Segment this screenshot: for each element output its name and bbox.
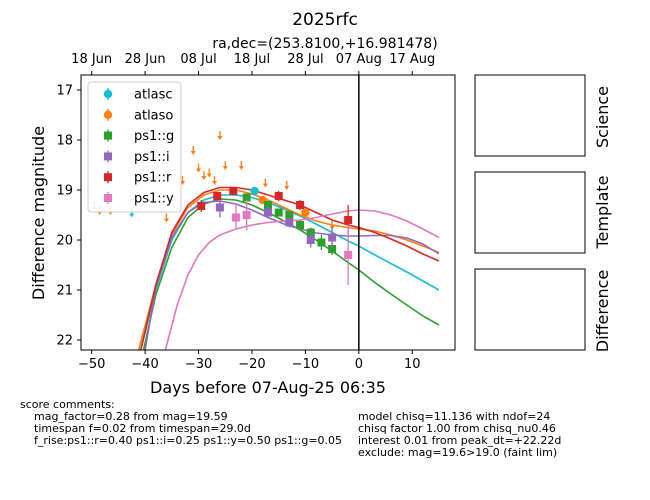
x-tick-label: −20: [238, 357, 265, 372]
x-tick-label: −50: [78, 357, 105, 372]
difference-label: Difference: [593, 270, 612, 352]
score-comment-right-4: exclude: mag=19.6>19.0 (faint lim): [358, 446, 558, 459]
science-label: Science: [593, 86, 612, 148]
model-curve-ps1-r: [140, 186, 440, 350]
data-point-ps1-y: [242, 211, 251, 219]
data-point-ps1-i: [215, 203, 224, 212]
data-point-ps1-i: [264, 208, 272, 217]
data-point-atlaso: [301, 208, 310, 217]
top-x-tick-label: 28 Jun: [125, 52, 166, 67]
top-x-tick-label: 07 Aug: [336, 52, 382, 67]
legend-label: atlasc: [134, 88, 173, 103]
upper-limit-arrow: [238, 166, 244, 170]
top-x-tick-label: 18 Jun: [71, 52, 112, 67]
upper-limit-arrow: [217, 136, 223, 140]
data-point-ps1-i: [285, 218, 294, 227]
data-point-ps1-r: [296, 201, 305, 209]
template-label: Template: [593, 175, 612, 249]
upper-limit-arrow: [196, 168, 202, 173]
top-x-tick-label: 17 Aug: [389, 52, 435, 67]
upper-limit-arrow: [163, 218, 169, 223]
upper-limit-arrow: [206, 173, 212, 178]
y-tick-label: 19: [56, 184, 73, 199]
upper-limit-arrow: [262, 183, 268, 188]
x-tick-label: 10: [404, 357, 421, 372]
figure-title: 2025rfc: [292, 10, 358, 30]
top-x-tick-label: 18 Jul: [234, 52, 270, 67]
data-point-ps1-g: [242, 193, 251, 202]
legend-marker-atlaso: [103, 110, 113, 120]
x-tick-label: −10: [292, 357, 319, 372]
data-point-ps1-r: [213, 192, 222, 200]
score-comment-right-2: chisq factor 1.00 from chisq_nu0.46: [358, 422, 556, 435]
data-point-ps1-g: [296, 221, 305, 229]
difference-panel: Difference: [474, 268, 612, 352]
data-point-ps1-r: [229, 187, 238, 195]
legend-marker-ps1-i: [104, 152, 112, 161]
legend-marker-ps1-g: [104, 131, 112, 140]
legend-label: ps1::g: [134, 129, 174, 144]
legend-label: ps1::i: [134, 150, 170, 165]
score-comment-left-2: timespan f=0.02 from timespan=29.0d: [34, 422, 251, 435]
x-tick-label: −40: [131, 357, 158, 372]
legend-label: ps1::y: [134, 192, 174, 207]
score-comments-header: score comments:: [20, 398, 115, 411]
legend-marker-ps1-r: [104, 173, 112, 182]
data-point-ps1-r: [197, 202, 206, 210]
plot-area: −50 −40 −30 −20 −10 0 10 18 Jun 28 Jun 08 Jul 18 J…: [56, 52, 456, 372]
plot-content: [91, 75, 440, 350]
top-x-tick-label: 28 Jul: [287, 52, 323, 67]
legend-label: atlaso: [134, 108, 173, 123]
upper-limit-arrow: [190, 151, 196, 155]
x-tick-label: 0: [355, 357, 363, 372]
template-image-box: [474, 171, 586, 254]
x-tick-label: −30: [185, 357, 212, 372]
y-tick-label: 18: [56, 134, 73, 149]
data-point-ps1-r: [274, 192, 283, 200]
upper-limit-arrow: [284, 186, 290, 190]
science-image-box: [474, 74, 586, 157]
science-panel: Science: [474, 74, 612, 157]
top-x-tick-label: 08 Jul: [180, 52, 216, 67]
score-comment-right-1: model chisq=11.136 with ndof=24: [358, 410, 551, 423]
data-point-ps1-g: [317, 238, 326, 247]
data-point-ps1-y: [344, 251, 353, 259]
data-point-ps1-y: [231, 213, 240, 222]
y-tick-label: 22: [56, 334, 73, 349]
upper-limit-arrow: [222, 166, 228, 170]
data-point-ps1-r: [344, 216, 353, 224]
data-point-ps1-g: [285, 211, 294, 219]
data-point-ps1-g: [264, 201, 272, 209]
data-point-ps1-g: [328, 245, 337, 253]
y-tick-label: 17: [56, 84, 73, 99]
template-panel: Template: [474, 171, 612, 254]
score-comment-right-3: interest 0.01 from peak_dt=+22.22d: [358, 434, 562, 447]
legend-marker-ps1-y: [104, 194, 112, 202]
data-point-atlasc: [250, 186, 259, 196]
y-tick-label: 21: [56, 284, 73, 299]
upper-limit-arrow: [129, 213, 135, 218]
legend-marker-atlasc: [103, 89, 113, 99]
score-comment-left-1: mag_factor=0.28 from mag=19.59: [34, 410, 228, 423]
upper-limit-arrow: [212, 181, 218, 185]
plot-frame: [80, 74, 456, 351]
data-point-ps1-g: [274, 208, 283, 217]
y-axis-label: Difference magnitude: [29, 126, 48, 300]
difference-image-box: [474, 268, 586, 351]
y-tick-label: 20: [56, 234, 73, 249]
legend-label: ps1::r: [134, 171, 172, 186]
x-axis-label: Days before 07-Aug-25 06:35: [150, 378, 386, 397]
data-point-ps1-i: [328, 233, 337, 242]
figure-subtitle: ra,dec=(253.8100,+16.981478): [212, 36, 437, 52]
score-comment-left-3: f_rise:ps1::r=0.40 ps1::i=0.25 ps1::y=0.…: [34, 434, 343, 447]
data-point-ps1-i: [306, 236, 315, 244]
upper-limit-arrow: [201, 176, 207, 180]
